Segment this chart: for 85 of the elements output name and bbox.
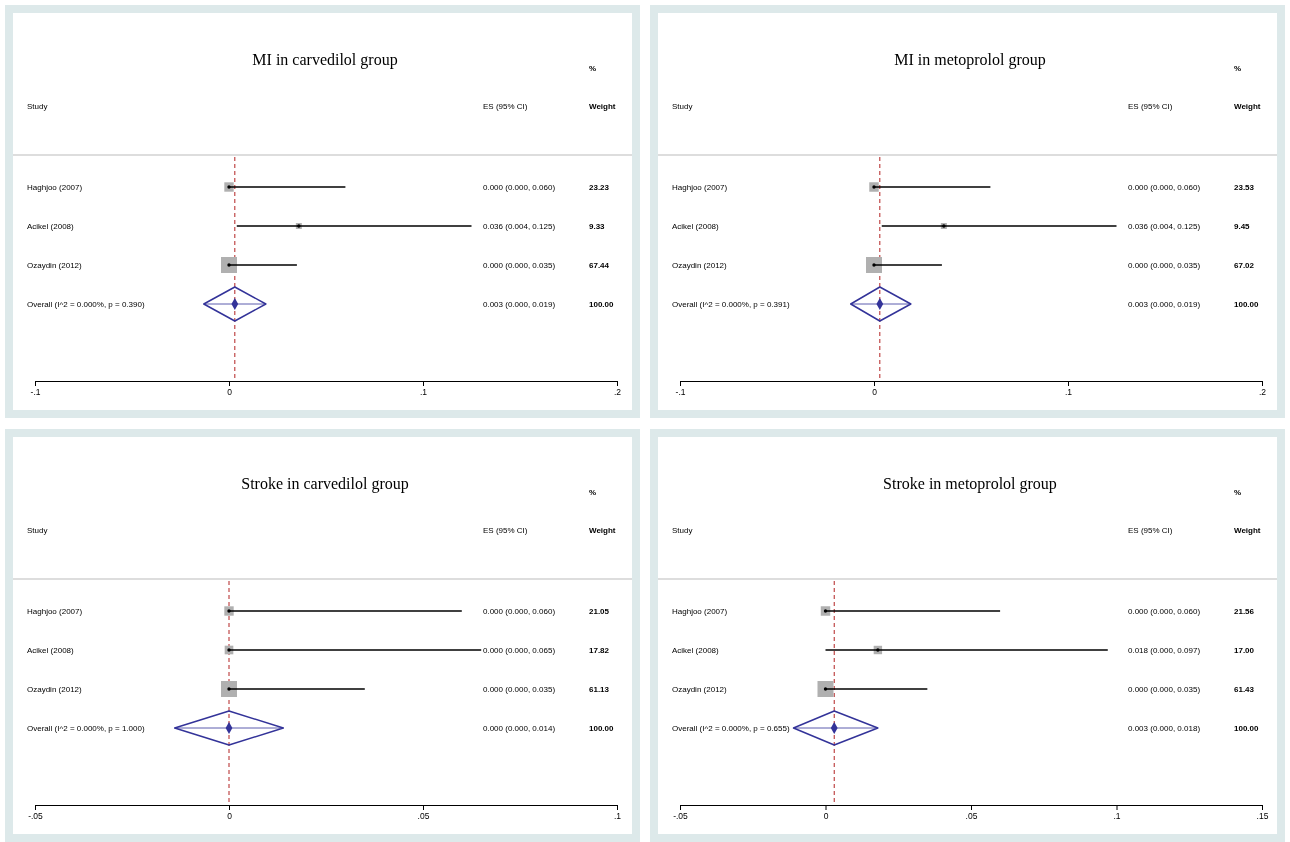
y-tick-label: Ozaydin (2012) bbox=[27, 261, 83, 270]
text: % bbox=[589, 64, 597, 73]
annotation: 9.45 bbox=[1234, 222, 1251, 231]
annotation: 21.56 bbox=[1234, 607, 1255, 616]
annotation: 61.13 bbox=[589, 685, 610, 694]
text: ES (95% CI) bbox=[483, 526, 528, 535]
chart-title: MI in carvedilol group bbox=[252, 51, 398, 69]
text: Study bbox=[672, 526, 693, 535]
annotation: 23.23 bbox=[589, 183, 610, 192]
chart-title: Stroke in metoprolol group bbox=[883, 475, 1057, 493]
y-tick-label: Ozaydin (2012) bbox=[27, 685, 83, 694]
annotation: 0.018 (0.000, 0.097) bbox=[1128, 646, 1201, 655]
x-tick-label: -.1 bbox=[675, 387, 686, 398]
annotation: 61.43 bbox=[1234, 685, 1255, 694]
x-tick-label: -.05 bbox=[28, 811, 44, 822]
x-tick-label: 0 bbox=[227, 811, 233, 822]
annotation: 100.00 bbox=[1234, 300, 1260, 309]
annotation: 0.000 (0.000, 0.060) bbox=[483, 607, 556, 616]
y-tick-label: Acikel (2008) bbox=[672, 646, 720, 655]
x-tick-label: .1 bbox=[613, 811, 622, 822]
x-tick-label: .05 bbox=[965, 811, 978, 822]
y-tick-label: Acikel (2008) bbox=[27, 646, 75, 655]
y-tick-label: Ozaydin (2012) bbox=[672, 261, 728, 270]
y-tick-label: Haghjoo (2007) bbox=[672, 607, 728, 616]
text: Study bbox=[672, 102, 693, 111]
annotation: 0.003 (0.000, 0.018) bbox=[1128, 724, 1201, 733]
annotation: 0.000 (0.000, 0.014) bbox=[483, 724, 556, 733]
annotation: 0.000 (0.000, 0.035) bbox=[1128, 685, 1201, 694]
y-tick-label: Acikel (2008) bbox=[672, 222, 720, 231]
text: ES (95% CI) bbox=[483, 102, 528, 111]
text: Weight bbox=[1234, 526, 1261, 535]
y-tick-label: Acikel (2008) bbox=[27, 222, 75, 231]
annotation: 23.53 bbox=[1234, 183, 1255, 192]
annotation: 0.000 (0.000, 0.060) bbox=[1128, 607, 1201, 616]
annotation: 0.000 (0.000, 0.035) bbox=[483, 261, 556, 270]
text: ES (95% CI) bbox=[1128, 526, 1173, 535]
y-tick-label: Overall (I^2 = 0.000%, p = 1.000) bbox=[27, 724, 145, 733]
x-tick-label: .2 bbox=[613, 387, 622, 398]
y-tick-label: Overall (I^2 = 0.000%, p = 0.655) bbox=[672, 724, 790, 733]
annotation: 9.33 bbox=[589, 222, 606, 231]
text: % bbox=[589, 488, 597, 497]
annotation: 67.44 bbox=[589, 261, 610, 270]
x-tick-label: 0 bbox=[823, 811, 829, 822]
y-tick-label: Ozaydin (2012) bbox=[672, 685, 728, 694]
annotation: 0.000 (0.000, 0.060) bbox=[1128, 183, 1201, 192]
annotation: 0.003 (0.000, 0.019) bbox=[1128, 300, 1201, 309]
annotation: 0.000 (0.000, 0.035) bbox=[1128, 261, 1201, 270]
x-tick-label: .2 bbox=[1258, 387, 1267, 398]
annotation: 100.00 bbox=[1234, 724, 1260, 733]
text: Weight bbox=[589, 102, 616, 111]
x-tick-label: -.05 bbox=[673, 811, 689, 822]
annotation: 21.05 bbox=[589, 607, 610, 616]
x-tick-label: -.1 bbox=[30, 387, 41, 398]
y-tick-label: Haghjoo (2007) bbox=[27, 607, 83, 616]
chart-title: Stroke in carvedilol group bbox=[241, 475, 409, 493]
x-tick-label: .1 bbox=[1064, 387, 1073, 398]
text: Study bbox=[27, 102, 48, 111]
text: % bbox=[1234, 488, 1242, 497]
y-tick-label: Haghjoo (2007) bbox=[672, 183, 728, 192]
annotation: 100.00 bbox=[589, 300, 615, 309]
annotation: 0.036 (0.004, 0.125) bbox=[483, 222, 556, 231]
x-tick-label: .1 bbox=[1113, 811, 1121, 822]
annotation: 0.000 (0.000, 0.065) bbox=[483, 646, 556, 655]
annotation: 17.00 bbox=[1234, 646, 1255, 655]
y-tick-label: Overall (I^2 = 0.000%, p = 0.391) bbox=[672, 300, 790, 309]
text: ES (95% CI) bbox=[1128, 102, 1173, 111]
annotation: 0.036 (0.004, 0.125) bbox=[1128, 222, 1201, 231]
y-tick-label: Haghjoo (2007) bbox=[27, 183, 83, 192]
annotation: 17.82 bbox=[589, 646, 610, 655]
x-tick-label: 0 bbox=[872, 387, 878, 398]
annotation: 0.003 (0.000, 0.019) bbox=[483, 300, 556, 309]
text: % bbox=[1234, 64, 1242, 73]
x-tick-label: .15 bbox=[1256, 811, 1269, 822]
annotation: 0.000 (0.000, 0.060) bbox=[483, 183, 556, 192]
x-tick-label: .1 bbox=[419, 387, 428, 398]
x-tick-label: 0 bbox=[227, 387, 233, 398]
x-tick-label: .05 bbox=[417, 811, 430, 822]
annotation: 67.02 bbox=[1234, 261, 1255, 270]
text: Study bbox=[27, 526, 48, 535]
chart-title: MI in metoprolol group bbox=[894, 51, 1046, 69]
annotation: 100.00 bbox=[589, 724, 615, 733]
annotation: 0.000 (0.000, 0.035) bbox=[483, 685, 556, 694]
text: Weight bbox=[1234, 102, 1261, 111]
y-tick-label: Overall (I^2 = 0.000%, p = 0.390) bbox=[27, 300, 145, 309]
text: Weight bbox=[589, 526, 616, 535]
